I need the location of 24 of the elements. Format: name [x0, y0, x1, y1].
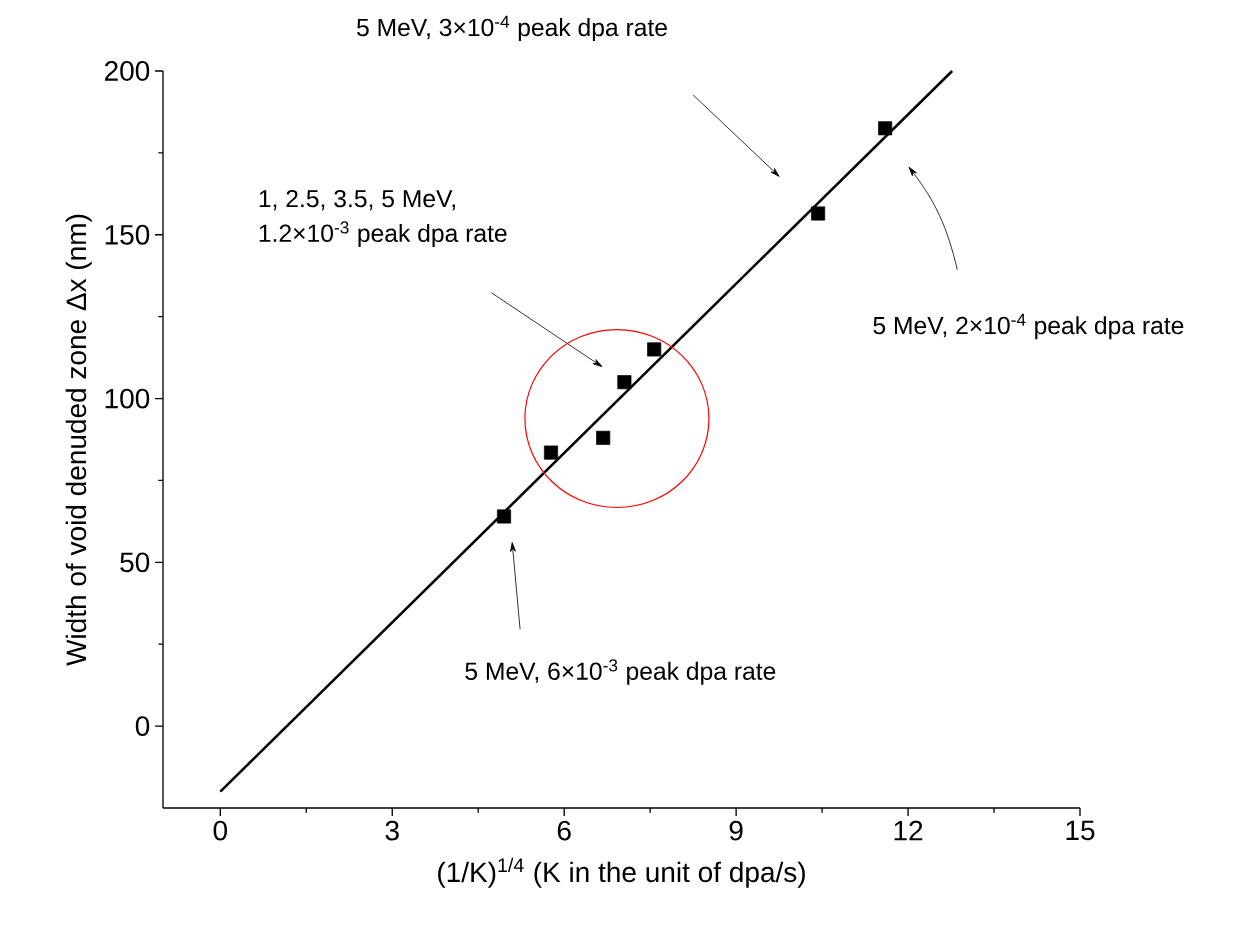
x-tick-label: 3	[385, 820, 399, 841]
x-tick-label: 9	[729, 820, 743, 841]
x-tick-label: 15	[1066, 820, 1095, 841]
annotation: 5 MeV, 6×10$^{-3}$ peak dpa rate	[465, 659, 776, 685]
y-tick-label: 150	[105, 224, 150, 245]
y-axis-title: Width of void denuded zone Δx (nm)	[65, 214, 92, 666]
y-tick-label: 50	[120, 552, 150, 573]
text: 5 MeV, 3×10$^{-4}$ peak dpa rate	[357, 15, 667, 42]
y-tick-label: 0	[135, 716, 150, 737]
point	[497, 509, 512, 524]
y-tick-label: 200	[104, 61, 150, 81]
x-axis-title: (1/K)$^{1/4}$ (K in the unit of dpa/s)	[438, 857, 805, 888]
x-tick-label: 12	[894, 820, 923, 841]
point	[647, 342, 662, 357]
annotation: 5 MeV, 2×10$^{-4}$ peak dpa rate	[873, 313, 1184, 340]
point	[544, 445, 559, 460]
point	[617, 375, 632, 390]
x-tick-label: 6	[557, 820, 571, 841]
point	[878, 121, 893, 136]
x-tick-label: 0	[213, 820, 227, 841]
y-tick-label: 100	[105, 388, 150, 409]
point	[811, 206, 826, 221]
annotation: 1, 2.5, 3.5, 5 MeV, 1.2×10$^{-3}$ peak dpa rate	[259, 189, 507, 247]
point	[596, 430, 611, 445]
